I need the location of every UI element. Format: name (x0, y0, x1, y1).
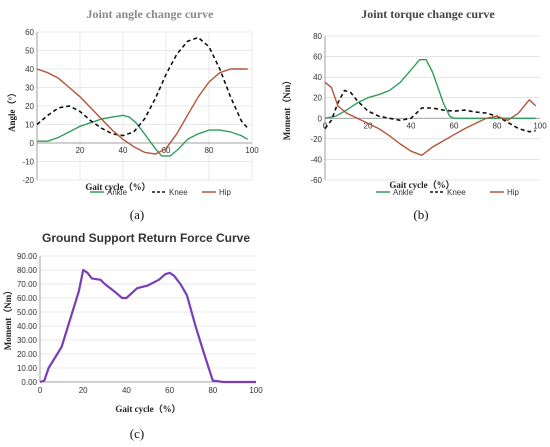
chart-b-title: Joint torque change curve (361, 7, 495, 21)
y-tick-label: 60 (25, 28, 34, 37)
y-tick-label: 10.00 (17, 364, 38, 373)
chart-c-xlabel: Gait cycle（%） (115, 404, 180, 414)
ankle-series-line (324, 59, 536, 119)
chart-c-title: Ground Support Return Force Curve (42, 231, 250, 245)
x-tick-label: 40 (407, 121, 416, 130)
y-tick-label: 30 (25, 84, 34, 93)
knee-series-line (36, 36, 249, 137)
y-tick-label: -40 (310, 155, 322, 164)
x-tick-label: 40 (122, 386, 131, 395)
chart-a-title: Joint angle change curve (87, 7, 215, 21)
chart-a-xlabel: Gait cycle（%） (85, 182, 150, 192)
x-tick-label: 80 (208, 386, 217, 395)
x-tick-label: 80 (493, 121, 502, 130)
ankle-series-line (37, 114, 249, 157)
legend-label-ankle: Ankle (107, 188, 128, 197)
y-tick-label: 40 (313, 73, 322, 82)
x-tick-label: 20 (79, 386, 88, 395)
y-tick-label: 40 (25, 65, 34, 74)
chart-b-ylabel: Moment（Nm） (282, 76, 292, 141)
y-tick-label: -10 (22, 158, 34, 167)
y-tick-label: 40.00 (17, 322, 38, 331)
legend-label-knee: Knee (169, 188, 188, 197)
x-tick-label: 60 (450, 121, 459, 130)
panel-label-a: (a) (130, 207, 144, 222)
y-tick-label: 20 (25, 102, 34, 111)
legend-label-ankle: Ankle (393, 188, 414, 197)
y-tick-label: -20 (310, 135, 322, 144)
joint-angle-chart: Joint angle change curve -20 -10 0 10 20 30 40… (7, 7, 259, 222)
force-series-line (39, 268, 256, 384)
panel-label-c: (c) (130, 426, 144, 441)
x-tick-label: 60 (165, 386, 174, 395)
x-tick-label: 60 (162, 146, 171, 155)
x-tick-label: 0 (323, 121, 328, 130)
y-tick-label: 80.00 (17, 266, 38, 275)
chart-c-ylabel: Moment（Nm） (3, 286, 13, 351)
y-tick-label: 20.00 (17, 350, 38, 359)
y-tick-label: -20 (22, 176, 34, 185)
legend-label-hip: Hip (507, 188, 520, 197)
y-tick-label: 60 (313, 53, 322, 62)
hip-series-line (324, 81, 537, 156)
x-tick-label: 100 (245, 146, 259, 155)
y-tick-label: 50.00 (17, 308, 38, 317)
y-tick-label: 0 (30, 139, 35, 148)
chart-a-ylabel: Angle（°） (7, 88, 17, 132)
legend-label-knee: Knee (447, 188, 466, 197)
hip-series-line (36, 68, 248, 155)
x-tick-label: 80 (205, 146, 214, 155)
x-tick-label: 0 (38, 386, 43, 395)
x-tick-label: 100 (533, 121, 547, 130)
chart-b-xlabel: Gait cycle（%） (389, 180, 454, 190)
ground-force-chart: Ground Support Return Force Curve 0.00 10… (3, 231, 263, 441)
y-tick-label: 50 (25, 47, 34, 56)
y-tick-label: 10 (25, 121, 34, 130)
y-tick-label: 80 (313, 32, 322, 41)
y-tick-label: 0 (318, 114, 323, 123)
y-tick-label: 20 (313, 94, 322, 103)
y-tick-label: 30.00 (17, 336, 38, 345)
y-tick-label: 90.00 (17, 252, 38, 261)
y-tick-label: 70.00 (17, 280, 38, 289)
x-tick-label: 20 (364, 121, 373, 130)
y-tick-label: 0.00 (21, 378, 37, 387)
legend-label-hip: Hip (219, 188, 232, 197)
x-tick-label: 40 (119, 146, 128, 155)
x-tick-label: 20 (76, 146, 85, 155)
y-tick-label: 60.00 (17, 294, 38, 303)
x-tick-label: 100 (249, 386, 263, 395)
joint-torque-chart: Joint torque change curve -60-40-2002040… (282, 7, 547, 222)
panel-label-b: (b) (413, 207, 428, 222)
y-tick-label: -60 (310, 176, 322, 185)
knee-series-line (324, 89, 536, 133)
